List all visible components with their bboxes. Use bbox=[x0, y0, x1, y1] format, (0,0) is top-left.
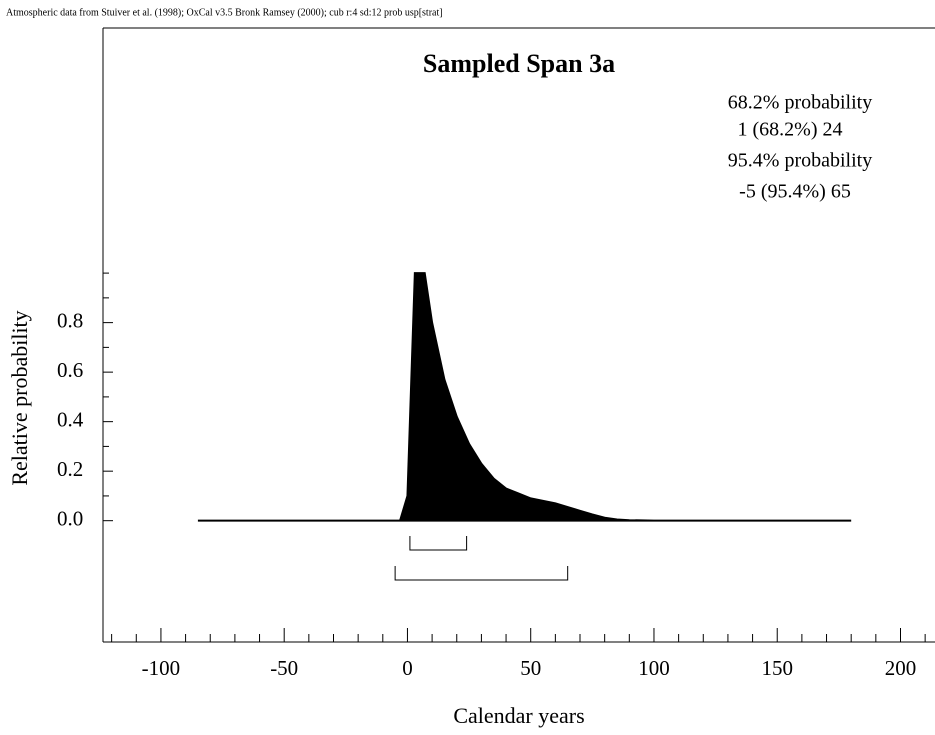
y-tick-label: 0.2 bbox=[57, 457, 83, 481]
probability-area bbox=[197, 272, 852, 522]
y-tick-label: 0.4 bbox=[57, 407, 84, 431]
y-axis-label: Relative probability bbox=[7, 310, 32, 485]
x-tick-label: 200 bbox=[885, 656, 917, 680]
x-tick-label: 150 bbox=[761, 656, 793, 680]
chart-title: Sampled Span 3a bbox=[423, 49, 615, 78]
annotation: 68.2% probability bbox=[728, 92, 872, 114]
y-tick-label: 0.8 bbox=[57, 308, 83, 332]
frame bbox=[102, 27, 935, 643]
x-tick-label: 50 bbox=[520, 656, 541, 680]
x-tick-label: 0 bbox=[402, 656, 413, 680]
x-tick-label: -100 bbox=[142, 656, 181, 680]
x-tick-label: 100 bbox=[638, 656, 670, 680]
annotation: -5 (95.4%) 65 bbox=[739, 181, 851, 203]
annotation: 95.4% probability bbox=[728, 150, 872, 172]
x-axis-label: Calendar years bbox=[453, 703, 584, 728]
range-bracket bbox=[409, 536, 468, 551]
header-note: Atmospheric data from Stuiver et al. (19… bbox=[6, 7, 443, 18]
range-bracket bbox=[394, 566, 569, 581]
x-tick-label: -50 bbox=[270, 656, 298, 680]
y-tick-label: 0.6 bbox=[57, 358, 83, 382]
y-tick-label: 0.0 bbox=[57, 506, 83, 530]
annotation: 1 (68.2%) 24 bbox=[738, 119, 843, 141]
